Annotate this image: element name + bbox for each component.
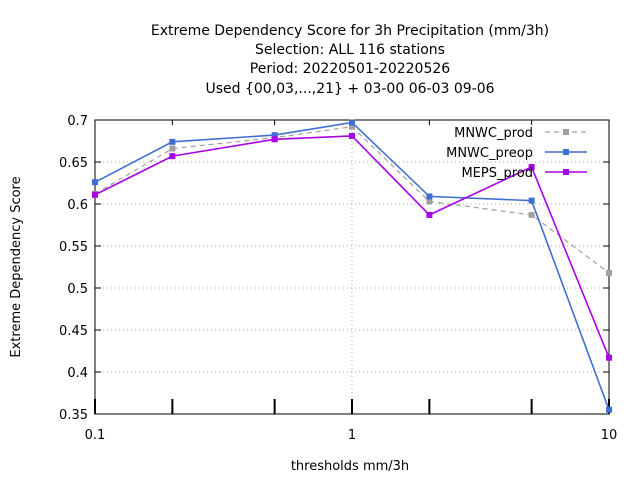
grid: [95, 120, 609, 414]
y-tick-label: 0.6: [67, 198, 88, 213]
data-point: [271, 136, 278, 143]
y-tick-label: 0.35: [59, 408, 88, 423]
title-line-3: Period: 20220501-20220526: [250, 61, 450, 77]
title-line-2: Selection: ALL 116 stations: [255, 42, 445, 58]
data-point: [349, 119, 355, 126]
y-tick-label: 0.7: [67, 114, 88, 129]
series-mnwc-preop: [92, 119, 612, 413]
y-tick-label: 0.5: [67, 282, 88, 297]
data-point: [426, 193, 433, 200]
legend: MNWC_prod MNWC_preop MEPS_prod: [446, 126, 587, 181]
series-meps-prod: [92, 132, 612, 361]
data-point: [169, 153, 176, 160]
legend-item: MEPS_prod: [461, 166, 587, 181]
legend-swatch-marker: [563, 169, 569, 175]
data-point: [606, 406, 612, 413]
x-axis-label: thresholds mm/3h: [291, 459, 409, 474]
data-point: [426, 211, 433, 218]
legend-item: MNWC_prod: [454, 126, 587, 141]
y-tick-label: 0.4: [67, 366, 88, 381]
y-tick-label: 0.55: [59, 240, 88, 255]
y-tick-label: 0.65: [59, 156, 88, 171]
data-point: [169, 138, 176, 145]
axis-ticks: 0.35 0.4 0.45 0.5 0.55 0.6 0.65 0.7 0.1 1 10: [59, 114, 617, 443]
legend-swatch-marker: [563, 129, 569, 135]
x-tick-label: 10: [601, 428, 618, 443]
data-point: [92, 179, 98, 186]
data-point: [426, 198, 433, 205]
data-point: [606, 269, 612, 276]
data-point: [349, 132, 355, 139]
data-point: [528, 211, 535, 218]
series: [92, 119, 612, 413]
data-point: [92, 191, 98, 198]
x-tick-label: 1: [348, 428, 356, 443]
legend-swatch-marker: [563, 149, 569, 155]
data-point: [528, 197, 535, 204]
legend-label: MNWC_prod: [454, 126, 533, 141]
data-point: [349, 123, 355, 130]
legend-label: MEPS_prod: [461, 166, 533, 181]
legend-label: MNWC_preop: [446, 146, 533, 161]
legend-item: MNWC_preop: [446, 146, 587, 161]
y-axis-label: Extreme Dependency Score: [9, 176, 24, 357]
title-line-4: Used {00,03,...,21} + 03-00 06-03 09-06: [205, 81, 494, 97]
chart-title: Extreme Dependency Score for 3h Precipit…: [151, 23, 549, 97]
y-tick-label: 0.45: [59, 324, 88, 339]
data-point: [606, 354, 612, 361]
x-tick-label: 0.1: [85, 428, 106, 443]
data-point: [528, 164, 535, 171]
data-point: [169, 145, 176, 152]
title-line-1: Extreme Dependency Score for 3h Precipit…: [151, 23, 549, 39]
data-point: [271, 132, 278, 139]
